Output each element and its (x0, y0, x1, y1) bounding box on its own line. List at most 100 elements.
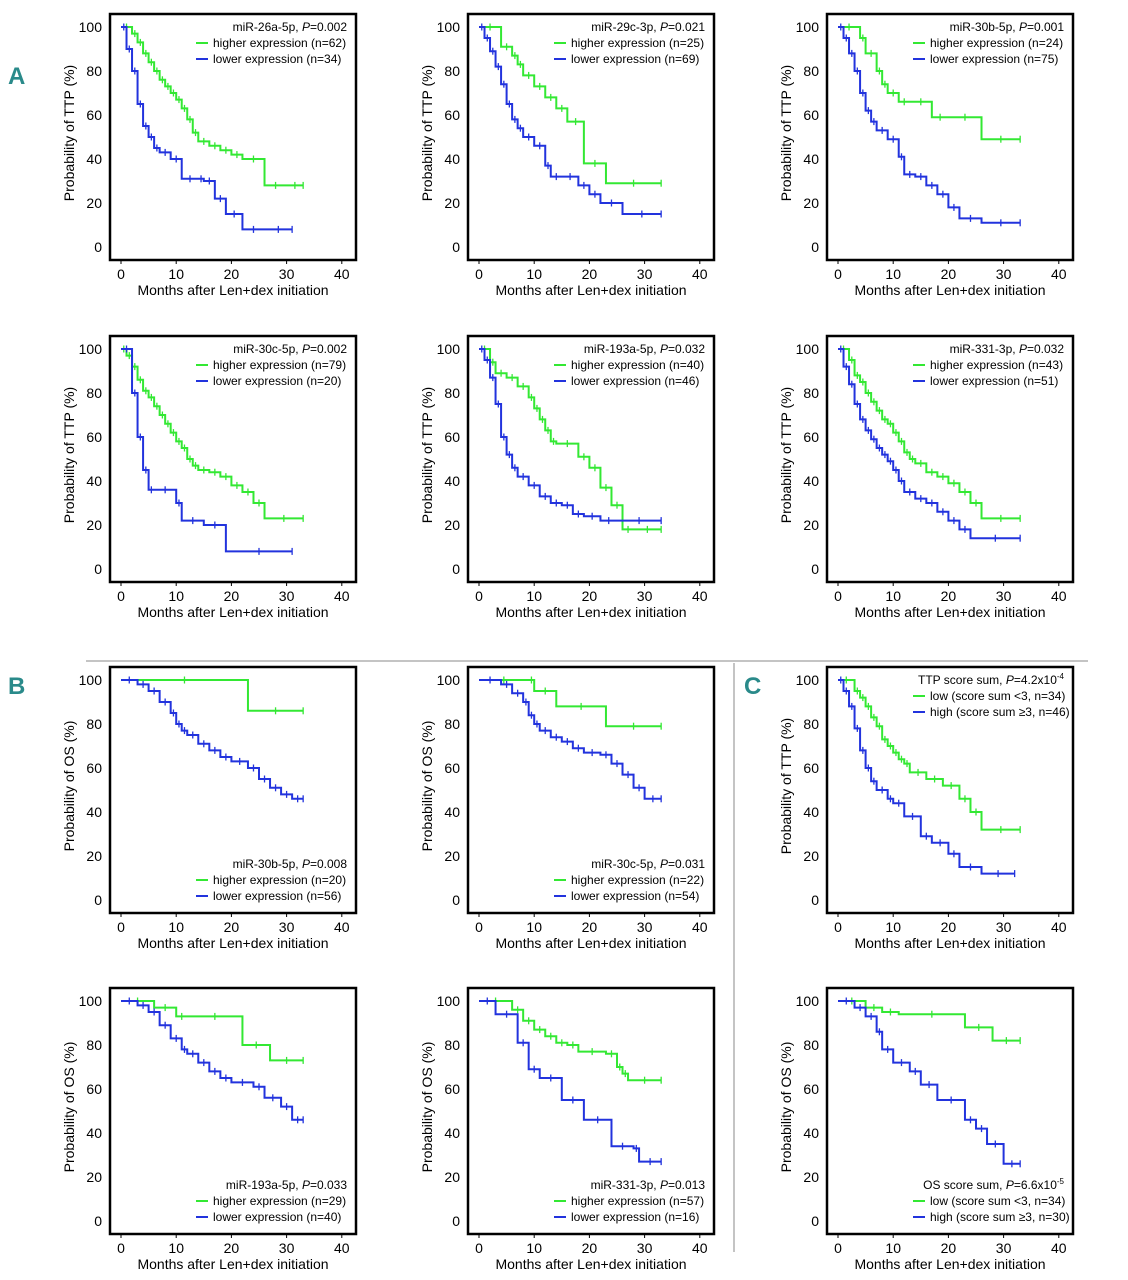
x-tick-label: 30 (637, 266, 653, 282)
x-tick-label: 30 (279, 266, 295, 282)
y-tick-label: 100 (796, 672, 820, 688)
legend-label-lower: lower expression (n=75) (930, 52, 1058, 66)
title-p-value: =0.031 (668, 857, 705, 871)
title-p-value: =0.032 (668, 342, 705, 356)
x-tick-label: 0 (834, 1240, 842, 1256)
y-tick-label: 0 (452, 239, 460, 255)
x-axis-label: Months after Len+dex initiation (495, 604, 686, 620)
title-p-value: =0.002 (310, 342, 347, 356)
legend-label-lower: lower expression (n=46) (571, 374, 699, 388)
y-tick-label: 60 (444, 1081, 460, 1097)
x-tick-label: 20 (941, 1240, 957, 1256)
x-tick-label: 40 (334, 588, 350, 604)
title-p-label: P (1019, 342, 1027, 356)
x-tick-label: 10 (168, 588, 184, 604)
x-axis-label: Months after Len+dex initiation (854, 282, 1045, 298)
x-tick-label: 40 (334, 919, 350, 935)
y-tick-label: 60 (444, 429, 460, 445)
chart-c1: 0 20 40 60 80 100 0 10 20 30 40 Months after Len+de… (778, 665, 1075, 951)
y-tick-label: 80 (86, 385, 102, 401)
y-tick-label: 100 (437, 19, 461, 35)
title-p-label: P (660, 1178, 668, 1192)
legend-label-higher: higher expression (n=20) (213, 873, 346, 887)
x-tick-label: 30 (996, 919, 1012, 935)
plot-frame (825, 12, 1075, 262)
y-tick-label: 80 (444, 1037, 460, 1053)
title-p-label: P (660, 857, 668, 871)
y-tick-label: 80 (444, 63, 460, 79)
y-tick-label: 0 (811, 892, 819, 908)
y-tick-label: 80 (444, 716, 460, 732)
x-axis-label: Months after Len+dex initiation (495, 282, 686, 298)
y-tick-label: 100 (437, 341, 461, 357)
x-tick-label: 30 (279, 588, 295, 604)
legend-label-higher: higher expression (n=40) (571, 358, 704, 372)
y-tick-label: 60 (86, 429, 102, 445)
x-tick-label: 20 (224, 266, 240, 282)
y-tick-label: 40 (86, 151, 102, 167)
title-mirna: miR-26a-5p, (233, 20, 302, 34)
chart-title: miR-30c-5p, P=0.031 (591, 857, 705, 871)
x-tick-label: 0 (475, 588, 483, 604)
y-tick-label: 60 (444, 107, 460, 123)
y-tick-label: 100 (796, 19, 820, 35)
x-tick-label: 10 (885, 1240, 901, 1256)
plot-frame (825, 665, 1075, 915)
x-tick-label: 40 (692, 588, 708, 604)
y-axis-label: Probability of OS (%) (61, 721, 77, 852)
legend-label-higher: higher expression (n=24) (930, 36, 1063, 50)
chart-a3: 0 20 40 60 80 100 0 10 20 30 40 Months after Len+de… (778, 12, 1075, 298)
x-tick-label: 40 (692, 919, 708, 935)
x-tick-label: 20 (224, 588, 240, 604)
chart-b1: 0 20 40 60 80 100 0 10 20 30 40 Months after Len+de… (61, 665, 358, 951)
y-tick-label: 100 (79, 341, 103, 357)
y-tick-label: 20 (86, 848, 102, 864)
legend-label-lower: high (score sum ≥3, n=30) (930, 1210, 1070, 1224)
legend-label-higher: higher expression (n=25) (571, 36, 704, 50)
km-curve-higher (121, 26, 304, 187)
title-mirna: miR-30c-5p, (591, 857, 660, 871)
title-p-label: P (302, 20, 310, 34)
title-p-value: =0.001 (1027, 20, 1064, 34)
chart-title: miR-29c-3p, P=0.021 (591, 20, 705, 34)
y-tick-label: 20 (444, 195, 460, 211)
y-tick-label: 40 (444, 1125, 460, 1141)
km-curve-lower (121, 348, 293, 553)
x-axis-label: Months after Len+dex initiation (495, 1256, 686, 1272)
plot-frame (108, 986, 358, 1236)
y-tick-label: 40 (86, 1125, 102, 1141)
x-axis-label: Months after Len+dex initiation (495, 935, 686, 951)
x-tick-label: 0 (834, 919, 842, 935)
x-tick-label: 10 (885, 588, 901, 604)
plot-frame (825, 334, 1075, 584)
y-tick-label: 60 (86, 1081, 102, 1097)
title-p-value: =0.032 (1027, 342, 1064, 356)
x-tick-label: 10 (885, 919, 901, 935)
chart-title: miR-30b-5p, P=0.008 (233, 857, 348, 871)
y-tick-label: 20 (803, 1169, 819, 1185)
chart-a2: 0 20 40 60 80 100 0 10 20 30 40 Months after Len+de… (419, 12, 716, 298)
y-tick-label: 20 (803, 195, 819, 211)
y-tick-label: 100 (79, 993, 103, 1009)
legend-label-lower: lower expression (n=56) (213, 889, 341, 903)
legend-label-higher: higher expression (n=29) (213, 1194, 346, 1208)
y-axis-label: Probability of TTP (%) (61, 65, 77, 201)
chart-a5: 0 20 40 60 80 100 0 10 20 30 40 Months after Len+de… (419, 334, 716, 620)
x-tick-label: 20 (582, 1240, 598, 1256)
y-tick-label: 20 (86, 1169, 102, 1185)
x-tick-label: 40 (334, 1240, 350, 1256)
chart-b4: 0 20 40 60 80 100 0 10 20 30 40 Months after Len+de… (419, 986, 716, 1272)
y-tick-label: 0 (94, 1213, 102, 1229)
chart-title: miR-331-3p, P=0.013 (591, 1178, 706, 1192)
title-p-value: =0.021 (668, 20, 705, 34)
y-tick-label: 80 (86, 63, 102, 79)
y-tick-label: 80 (803, 716, 819, 732)
x-tick-label: 0 (834, 588, 842, 604)
title-p-label: P (302, 1178, 310, 1192)
y-tick-label: 40 (444, 804, 460, 820)
plot-frame (466, 665, 716, 915)
title-p-label: P (660, 20, 668, 34)
legend-label-higher: higher expression (n=43) (930, 358, 1063, 372)
y-tick-label: 80 (803, 385, 819, 401)
